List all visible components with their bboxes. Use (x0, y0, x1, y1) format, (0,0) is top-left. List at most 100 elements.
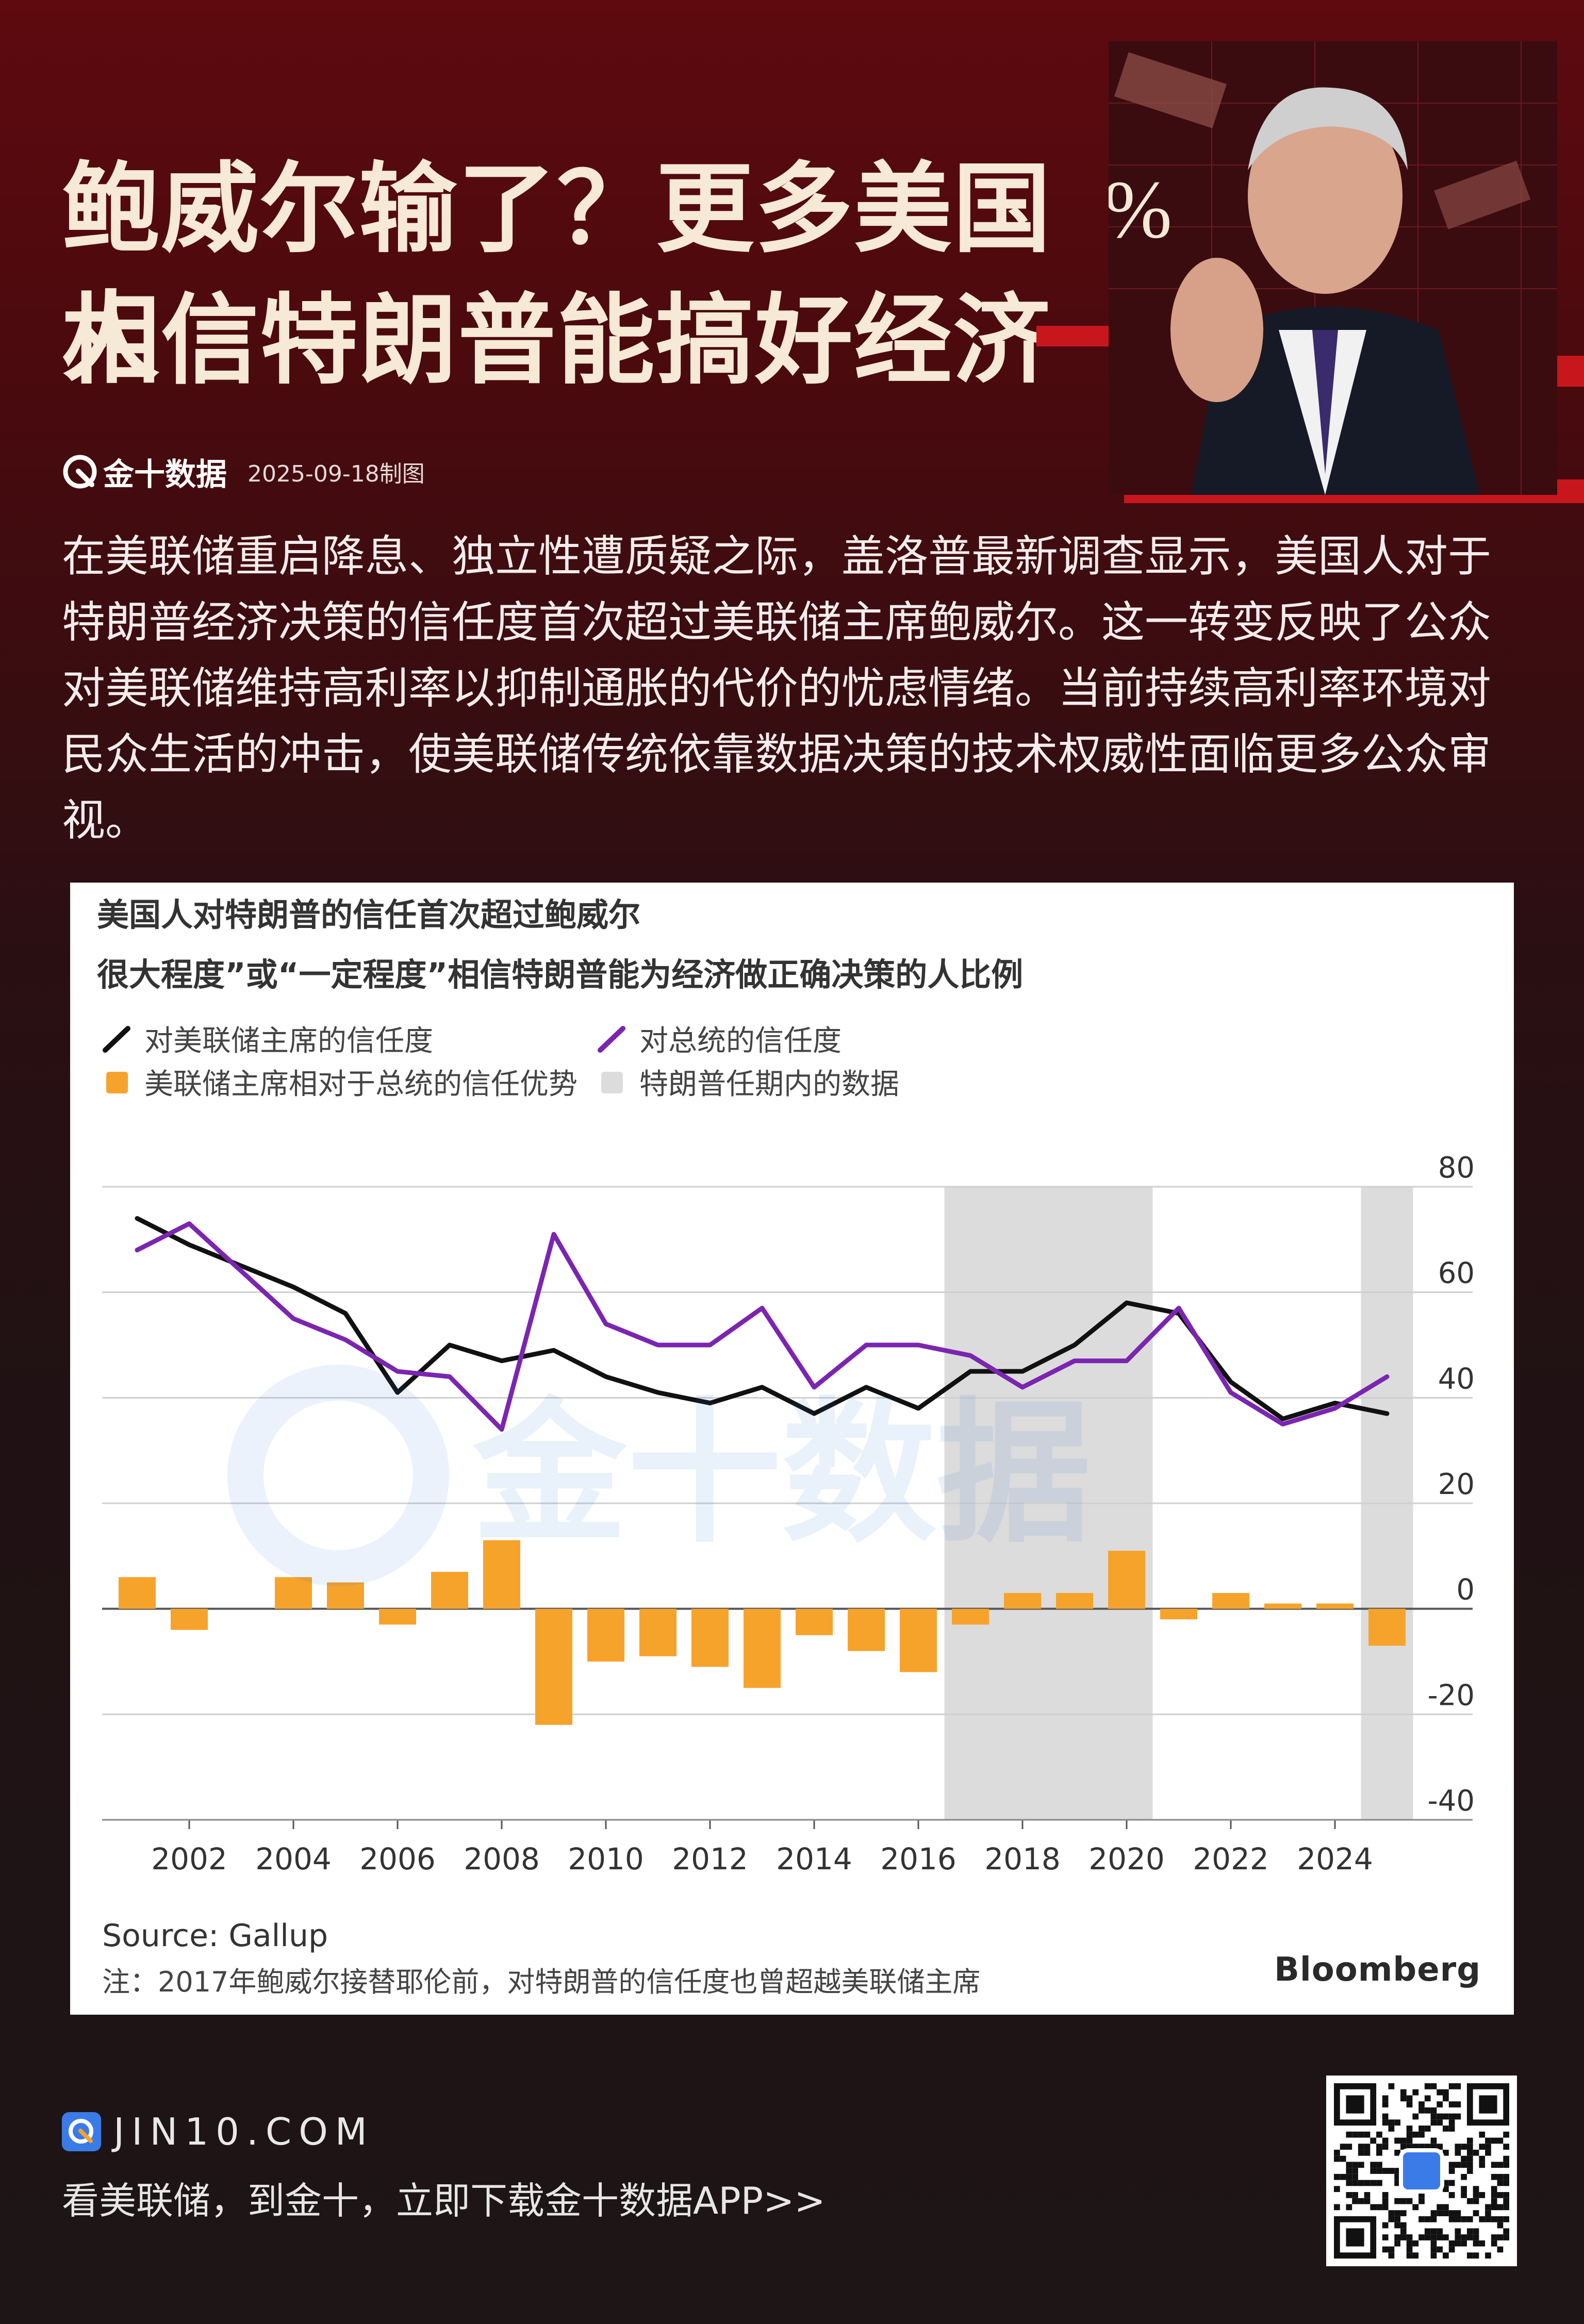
qr-module (1503, 2204, 1509, 2211)
qr-module (1455, 2149, 1461, 2156)
x-tick-label: 2010 (568, 1841, 644, 1877)
qr-module (1364, 2180, 1371, 2186)
qr-module (1448, 2119, 1455, 2126)
qr-module (1497, 2222, 1504, 2229)
legend-label: 对美联储主席的信任度 (144, 1024, 433, 1058)
qr-module (1491, 2137, 1497, 2144)
qr-module (1394, 2119, 1400, 2126)
qr-module (1497, 2216, 1504, 2222)
qr-module (1388, 2216, 1395, 2222)
qr-module (1430, 2144, 1437, 2150)
qr-module (1491, 2198, 1497, 2204)
qr-module (1473, 2210, 1479, 2216)
qr-module (1388, 2210, 1395, 2216)
x-tick-label: 2024 (1297, 1841, 1373, 1877)
qr-module (1382, 2168, 1389, 2174)
qr-module (1394, 2240, 1400, 2247)
qr-module (1455, 2083, 1461, 2089)
qr-module (1473, 2149, 1479, 2156)
footer-tagline[interactable]: 看美联储，到金十，立即下载金十数据APP>> (62, 2179, 826, 2222)
qr-module (1400, 2222, 1407, 2229)
qr-module (1503, 2131, 1509, 2138)
bar (639, 1608, 676, 1656)
qr-module (1455, 2144, 1461, 2150)
qr-module (1437, 2119, 1443, 2126)
qr-module (1503, 2228, 1509, 2235)
qr-module (1418, 2234, 1425, 2240)
qr-module (1418, 2126, 1425, 2132)
qr-module (1430, 2234, 1437, 2240)
qr-module (1497, 2192, 1504, 2198)
legend-label: 特朗普任期内的数据 (639, 1068, 899, 1101)
qr-module (1346, 2173, 1352, 2180)
qr-module (1466, 2252, 1473, 2259)
qr-module (1448, 2113, 1455, 2120)
qr-module (1418, 2144, 1425, 2150)
bar (1316, 1603, 1354, 1609)
y-tick-label: 20 (1438, 1468, 1475, 1501)
qr-module (1376, 2204, 1382, 2211)
bar (744, 1608, 781, 1688)
qr-module (1473, 2192, 1479, 2198)
qr-module (1418, 2198, 1425, 2204)
qr-module (1491, 2173, 1497, 2180)
qr-module (1473, 2186, 1479, 2193)
qr-module (1503, 2198, 1509, 2204)
qr-finder (1346, 2228, 1364, 2247)
qr-module (1503, 2180, 1509, 2186)
qr-module (1382, 2234, 1389, 2240)
bar (587, 1608, 624, 1662)
qr-module (1400, 2210, 1407, 2216)
qr-module (1334, 2186, 1340, 2193)
site-url[interactable]: JIN10.COM (113, 2110, 374, 2153)
qr-module (1382, 2144, 1389, 2150)
qr-module (1491, 2240, 1497, 2247)
qr-code[interactable] (1326, 2076, 1517, 2266)
qr-module (1340, 2155, 1346, 2162)
qr-module (1388, 2246, 1395, 2253)
qr-module (1424, 2095, 1431, 2102)
qr-module (1430, 2083, 1437, 2089)
qr-module (1503, 2192, 1509, 2198)
qr-module (1503, 2234, 1509, 2240)
qr-module (1443, 2252, 1449, 2259)
qr-module (1418, 2216, 1425, 2222)
qr-module (1394, 2216, 1400, 2222)
bar (535, 1608, 572, 1725)
bar (379, 1608, 416, 1625)
qr-module (1394, 2137, 1400, 2144)
qr-module (1461, 2216, 1467, 2222)
qr-module (1358, 2162, 1364, 2168)
qr-module (1382, 2101, 1389, 2107)
qr-module (1479, 2155, 1486, 2162)
qr-module (1485, 2216, 1491, 2222)
chart-subtitle: 很大程度”或“一定程度”相信特朗普能为经济做正确决策的人比例 (97, 956, 1024, 993)
qr-module (1485, 2137, 1491, 2144)
legend-label: 美联储主席相对于总统的信任优势 (144, 1068, 578, 1101)
jin10-logo-icon (62, 2112, 101, 2151)
chart-plot: 80 60 40 20 0 -20 -40 2002 2004 2006 2008 2010 2012 2… (102, 1151, 1475, 1877)
qr-code-icon (1334, 2083, 1509, 2259)
qr-module (1394, 2198, 1400, 2204)
qr-module (1400, 2089, 1407, 2096)
qr-module (1430, 2107, 1437, 2114)
bar (1108, 1551, 1145, 1609)
qr-module (1448, 2246, 1455, 2253)
qr-module (1448, 2168, 1455, 2174)
x-tick-label: 2018 (984, 1841, 1061, 1877)
qr-module (1382, 2246, 1389, 2253)
qr-module (1430, 2119, 1437, 2126)
qr-module (1406, 2137, 1413, 2144)
qr-module (1466, 2234, 1473, 2240)
qr-module (1497, 2173, 1504, 2180)
qr-module (1370, 2204, 1377, 2211)
qr-module (1388, 2252, 1395, 2259)
qr-module (1358, 2149, 1364, 2156)
qr-module (1473, 2228, 1479, 2235)
qr-module (1430, 2113, 1437, 2120)
qr-module (1412, 2131, 1419, 2138)
qr-module (1503, 2173, 1509, 2180)
brand-name: 金十数据 (103, 456, 227, 493)
qr-module (1430, 2210, 1437, 2216)
qr-module (1461, 2234, 1467, 2240)
